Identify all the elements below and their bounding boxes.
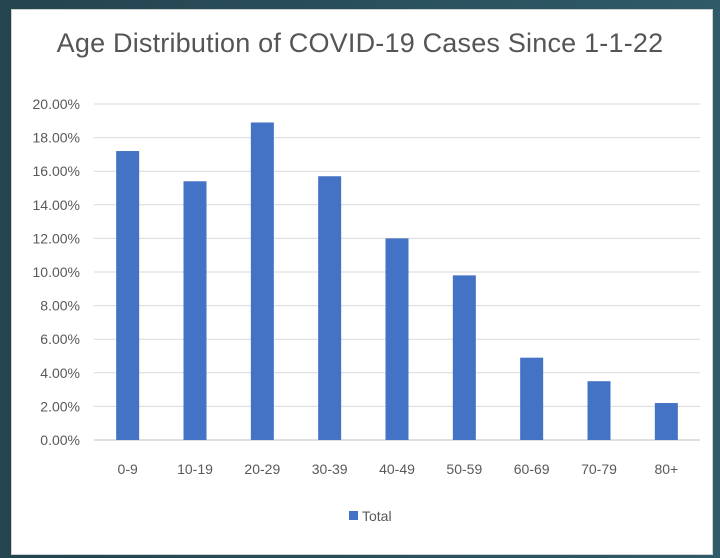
- y-tick-label: 2.00%: [40, 398, 80, 414]
- y-tick-label: 14.00%: [33, 197, 80, 213]
- x-tick-label: 30-39: [312, 461, 348, 477]
- y-tick-label: 8.00%: [40, 298, 80, 314]
- x-tick-label: 0-9: [118, 461, 138, 477]
- legend-swatch: [349, 511, 358, 520]
- bar-40-49: [385, 238, 409, 440]
- bar-50-59: [452, 275, 476, 440]
- bar-70-79: [587, 381, 611, 440]
- bar-30-39: [318, 176, 342, 441]
- chart-title: Age Distribution of COVID-19 Cases Since…: [56, 28, 664, 58]
- y-tick-label: 4.00%: [40, 365, 80, 381]
- x-tick-label: 10-19: [177, 461, 213, 477]
- bar-80+: [654, 403, 678, 440]
- y-tick-label: 20.00%: [33, 96, 80, 112]
- legend: Total: [349, 508, 392, 524]
- y-tick-label: 6.00%: [40, 331, 80, 347]
- x-tick-label: 70-79: [581, 461, 617, 477]
- bar-20-29: [250, 122, 274, 440]
- legend-label: Total: [362, 508, 392, 524]
- x-tick-label: 50-59: [446, 461, 482, 477]
- x-axis: 0-9 10-19 20-29 30-39 40-49 50-59 60-69 70-79 80…: [118, 461, 679, 477]
- y-axis: 0.00% 2.00% 4.00% 6.00% 8.00% 10.00% 12.00% 14.…: [33, 96, 80, 448]
- y-tick-label: 0.00%: [40, 432, 80, 448]
- x-tick-label: 20-29: [244, 461, 280, 477]
- x-tick-label: 40-49: [379, 461, 415, 477]
- y-tick-label: 12.00%: [33, 230, 80, 246]
- bar-60-69: [520, 357, 544, 440]
- bars: [116, 122, 678, 441]
- y-tick-label: 10.00%: [33, 264, 80, 280]
- bar-0-9: [116, 151, 140, 441]
- x-tick-label: 60-69: [514, 461, 550, 477]
- bar-10-19: [183, 181, 207, 440]
- y-tick-label: 18.00%: [33, 130, 80, 146]
- y-tick-label: 16.00%: [33, 163, 80, 179]
- x-tick-label: 80+: [654, 461, 678, 477]
